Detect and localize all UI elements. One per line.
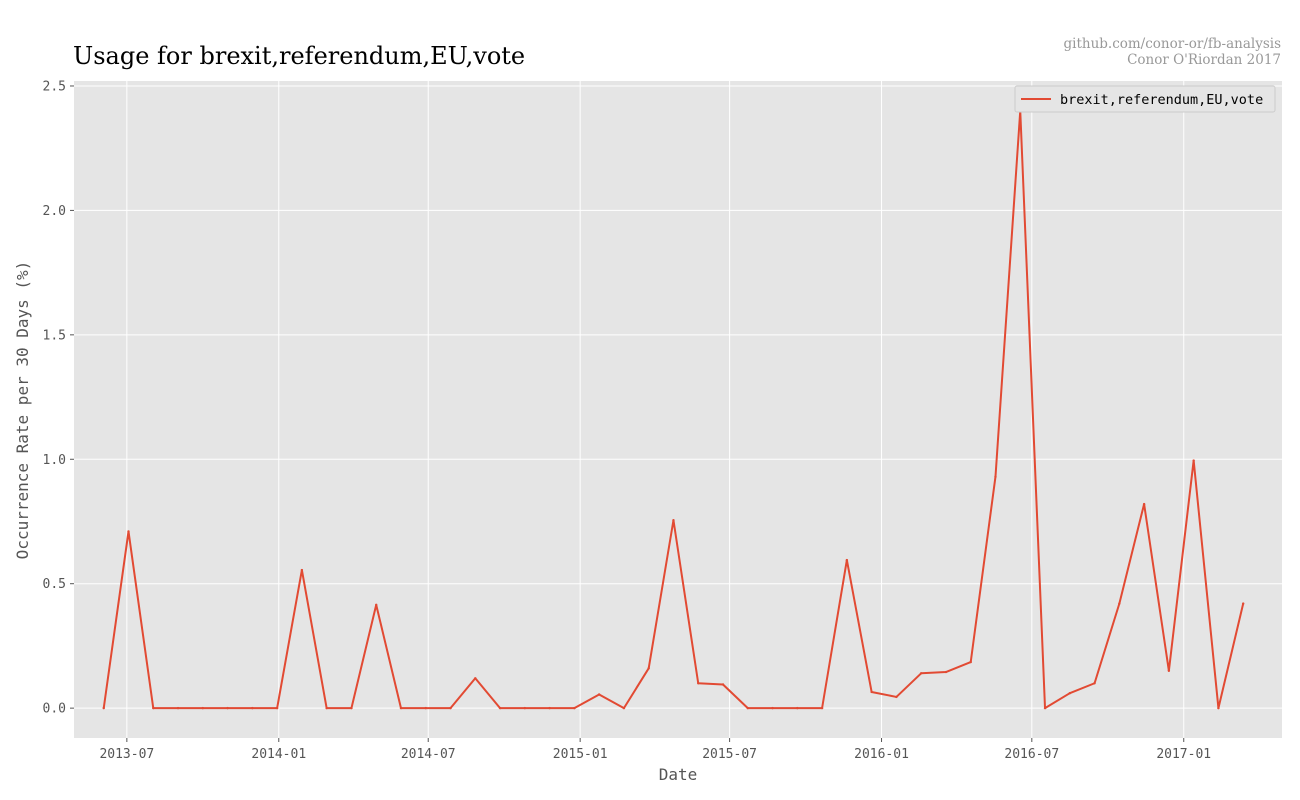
data-point — [944, 670, 948, 674]
data-point — [969, 660, 972, 664]
data-point — [1142, 502, 1146, 506]
x-tick-label: 2015-01 — [553, 747, 608, 762]
data-point — [127, 530, 130, 533]
y-tick-label: 1.5 — [43, 328, 66, 343]
y-tick-label: 2.5 — [43, 79, 66, 94]
data-point — [845, 558, 849, 562]
y-tick-label: 1.0 — [43, 453, 66, 468]
data-point — [820, 706, 824, 710]
data-point — [275, 706, 279, 710]
data-point — [548, 706, 551, 710]
data-point — [746, 706, 749, 710]
legend-label: brexit,referendum,EU,vote — [1060, 92, 1263, 108]
series-group — [102, 109, 1245, 710]
data-point — [1192, 459, 1195, 462]
x-axis-label: Date — [659, 765, 698, 784]
data-point — [1118, 602, 1121, 605]
data-point — [152, 706, 155, 710]
chart-title: Usage for brexit,referendum,EU,vote — [73, 42, 525, 70]
data-point — [647, 667, 650, 670]
data-point — [796, 706, 799, 710]
data-point — [325, 706, 328, 710]
plot-area — [74, 81, 1282, 738]
data-point — [350, 706, 353, 710]
data-point — [523, 706, 527, 710]
data-point — [994, 475, 997, 478]
data-point — [375, 603, 378, 607]
data-point — [300, 568, 304, 572]
legend: brexit,referendum,EU,vote — [1014, 85, 1276, 113]
x-tick-label: 2015-07 — [702, 747, 757, 762]
data-point — [176, 706, 180, 710]
data-point — [399, 706, 403, 710]
data-point — [672, 519, 675, 522]
x-tick-label: 2016-01 — [854, 747, 909, 762]
y-axis-label: Occurrence Rate per 30 Days (%) — [13, 261, 32, 560]
data-point — [226, 706, 229, 710]
legend-box — [1014, 85, 1276, 113]
data-point — [919, 672, 923, 675]
data-point — [1068, 692, 1071, 695]
x-axis-ticks: 2013-07 2014-01 2014-07 2015-01 2015-07 2016-… — [99, 738, 1211, 762]
y-tick-label: 0.5 — [43, 577, 66, 592]
y-tick-label: 0.0 — [43, 702, 66, 717]
data-point — [1093, 682, 1096, 685]
data-point — [1241, 602, 1245, 605]
data-point — [474, 677, 477, 680]
data-point — [102, 706, 105, 710]
data-point — [870, 690, 873, 694]
data-point — [1167, 669, 1171, 673]
y-tick-label: 2.0 — [43, 204, 66, 219]
data-point — [721, 683, 725, 686]
data-point — [449, 706, 452, 710]
data-point — [573, 706, 576, 710]
data-point — [697, 682, 700, 685]
x-tick-label: 2014-01 — [251, 747, 306, 762]
data-point — [597, 693, 601, 696]
data-point — [251, 706, 254, 710]
x-tick-label: 2016-07 — [1004, 747, 1059, 762]
data-point — [1043, 706, 1047, 710]
data-point — [498, 706, 502, 710]
x-tick-label: 2017-01 — [1156, 747, 1211, 762]
credit-author: Conor O'Riordan 2017 — [1127, 52, 1281, 68]
data-point — [771, 706, 774, 710]
x-tick-label: 2013-07 — [99, 747, 154, 762]
data-point — [622, 706, 626, 710]
data-point — [895, 695, 898, 699]
y-axis-ticks: 0.0 0.5 1.0 1.5 2.0 2.5 — [43, 79, 74, 717]
credit-repo: github.com/conor-or/fb-analysis — [1063, 36, 1281, 52]
data-point — [424, 706, 427, 710]
data-point — [201, 706, 205, 710]
data-point — [1217, 706, 1220, 710]
x-tick-label: 2014-07 — [401, 747, 456, 762]
